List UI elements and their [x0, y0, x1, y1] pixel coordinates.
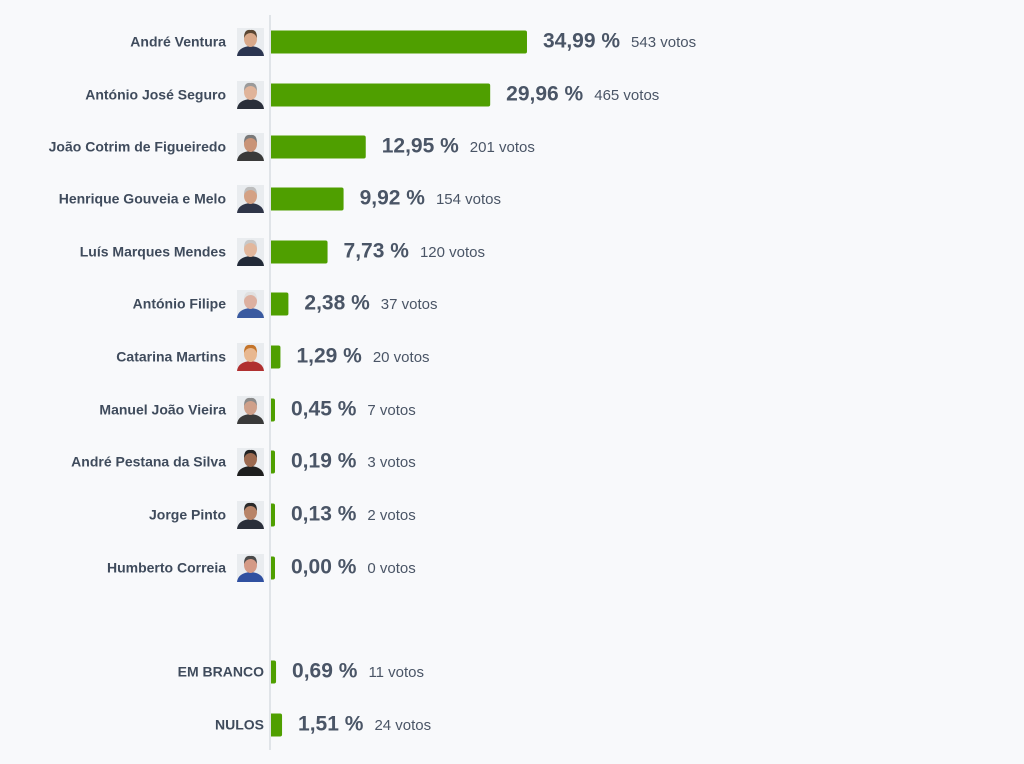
candidate-name: EM BRANCO	[178, 664, 264, 680]
percent-label: 12,95 %	[382, 135, 459, 158]
photo-body	[237, 414, 264, 424]
photo-hair	[244, 29, 257, 38]
bar	[271, 398, 275, 422]
percent-label: 0,19 %	[291, 450, 357, 473]
photo-face	[244, 241, 257, 257]
candidate-photo	[237, 554, 264, 582]
vote-count: 154 votos	[436, 191, 501, 208]
candidate-photo	[237, 133, 264, 161]
candidate-photo	[237, 28, 264, 56]
candidate-name: André Pestana da Silva	[71, 454, 226, 470]
bar	[271, 345, 281, 369]
percent-label: 34,99 %	[543, 30, 620, 53]
photo-face	[244, 188, 257, 204]
percent-label: 2,38 %	[304, 292, 370, 315]
vote-count: 201 votos	[470, 139, 535, 156]
vote-count: 24 votos	[374, 717, 431, 734]
photo-body	[237, 46, 264, 56]
vote-count: 7 votos	[367, 402, 415, 419]
bar	[271, 713, 283, 737]
photo-hair	[244, 82, 257, 91]
candidate-photo	[237, 343, 264, 371]
vote-count: 3 votos	[367, 454, 415, 471]
photo-face	[244, 346, 257, 362]
photo-hair	[244, 134, 257, 143]
vote-count: 0 votos	[367, 560, 415, 577]
photo-body	[237, 572, 264, 582]
candidate-name: António José Seguro	[85, 87, 226, 103]
photo-hair	[244, 397, 257, 406]
photo-hair	[244, 186, 257, 195]
bar	[271, 83, 491, 107]
photo-hair	[244, 291, 257, 300]
percent-label: 0,45 %	[291, 398, 357, 421]
photo-face	[244, 399, 257, 415]
candidate-name: Catarina Martins	[116, 349, 226, 365]
candidate-name: Henrique Gouveia e Melo	[59, 191, 226, 207]
candidate-photo	[237, 81, 264, 109]
percent-label: 7,73 %	[344, 240, 410, 263]
photo-body	[237, 308, 264, 318]
photo-face	[244, 504, 257, 520]
candidate-photo	[237, 396, 264, 424]
candidate-name: NULOS	[215, 717, 264, 733]
vote-count: 120 votos	[420, 244, 485, 261]
vote-count: 37 votos	[381, 296, 438, 313]
photo-face	[244, 84, 257, 100]
percent-label: 0,00 %	[291, 556, 357, 579]
bar	[271, 660, 277, 684]
photo-face	[244, 31, 257, 47]
candidate-name: Humberto Correia	[107, 560, 226, 576]
photo-hair	[244, 555, 257, 564]
percent-label: 29,96 %	[506, 83, 583, 106]
vote-count: 20 votos	[373, 349, 430, 366]
candidate-photo	[237, 290, 264, 318]
photo-hair	[244, 502, 257, 511]
bar	[271, 135, 366, 159]
photo-face	[244, 136, 257, 152]
photo-body	[237, 256, 264, 266]
bar	[271, 450, 275, 474]
candidate-name: Manuel João Vieira	[99, 402, 226, 418]
candidate-name: João Cotrim de Figueiredo	[49, 139, 226, 155]
percent-label: 0,69 %	[292, 660, 358, 683]
photo-face	[244, 557, 257, 573]
candidate-photo	[237, 238, 264, 266]
photo-hair	[244, 344, 257, 353]
candidate-photo	[237, 448, 264, 476]
photo-body	[237, 519, 264, 529]
candidate-photo	[237, 501, 264, 529]
bar	[271, 187, 344, 211]
photo-face	[244, 451, 257, 467]
vote-count: 465 votos	[594, 87, 659, 104]
photo-hair	[244, 239, 257, 248]
photo-body	[237, 99, 264, 109]
bar	[271, 556, 275, 580]
photo-body	[237, 361, 264, 371]
vote-count: 11 votos	[368, 664, 424, 681]
photo-face	[244, 293, 257, 309]
percent-label: 1,29 %	[296, 345, 362, 368]
percent-label: 1,51 %	[298, 713, 364, 736]
vote-count: 543 votos	[631, 34, 696, 51]
vote-count: 2 votos	[367, 507, 415, 524]
candidate-name: Luís Marques Mendes	[80, 244, 226, 260]
photo-body	[237, 466, 264, 476]
photo-body	[237, 151, 264, 161]
candidate-name: André Ventura	[130, 34, 226, 50]
bar	[271, 30, 527, 54]
bar	[271, 240, 328, 264]
candidate-name: António Filipe	[133, 296, 227, 312]
photo-body	[237, 203, 264, 213]
candidate-photo	[237, 185, 264, 213]
bar	[271, 292, 289, 316]
percent-label: 9,92 %	[360, 187, 426, 210]
percent-label: 0,13 %	[291, 503, 357, 526]
photo-hair	[244, 449, 257, 458]
candidate-name: Jorge Pinto	[149, 507, 226, 523]
bar	[271, 503, 275, 527]
